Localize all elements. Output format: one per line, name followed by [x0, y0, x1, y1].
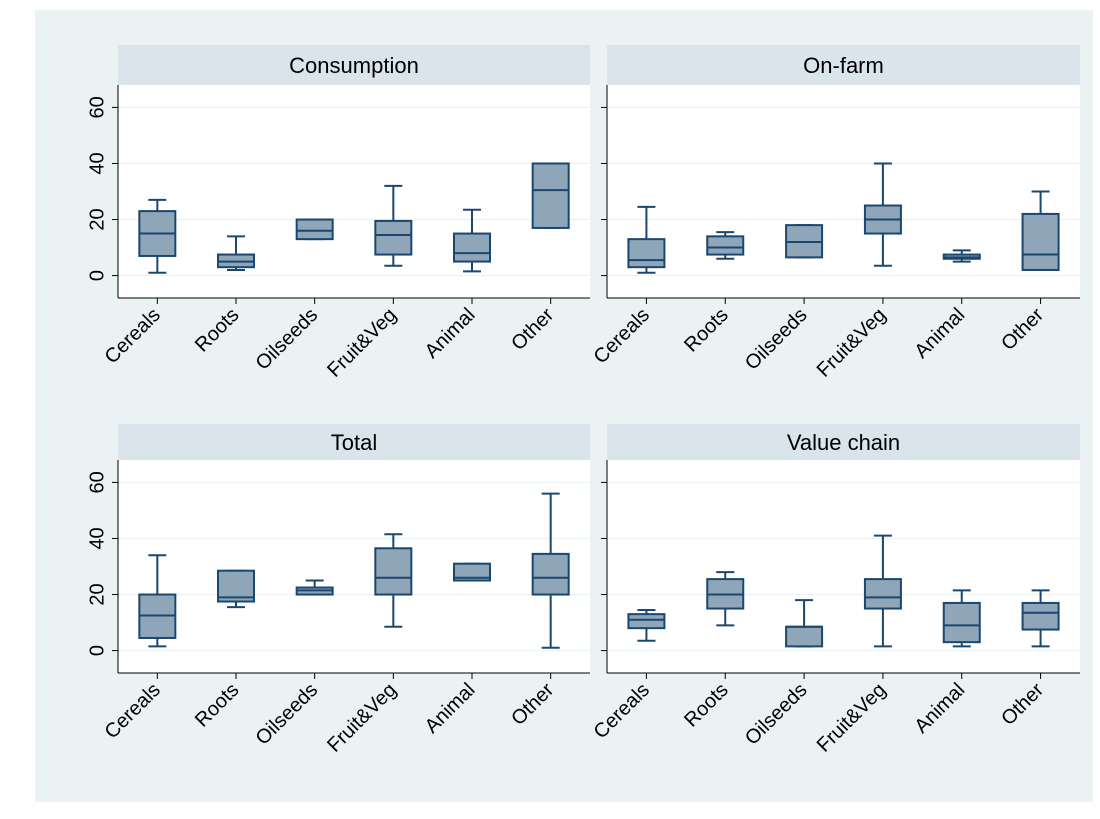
box-oilseeds — [785, 599, 824, 648]
plot-area — [118, 85, 590, 298]
box-iqr — [627, 613, 666, 630]
y-tick-label: 40 — [86, 152, 108, 174]
box-animal — [453, 562, 491, 582]
panel-title: Total — [331, 430, 377, 455]
box-other — [1021, 589, 1060, 648]
box-fruit-veg — [863, 534, 902, 648]
box-animal — [942, 249, 981, 263]
box-roots — [217, 569, 255, 609]
panel-strip — [607, 45, 1080, 85]
panel-title: Value chain — [787, 430, 900, 455]
panel-title: On-farm — [803, 53, 884, 78]
box-oilseeds — [295, 579, 334, 596]
box-roots — [706, 231, 745, 260]
panel-title: Consumption — [289, 53, 419, 78]
box-iqr — [453, 232, 491, 263]
box-cereals — [138, 554, 177, 648]
box-fruit-veg — [374, 533, 413, 628]
box-iqr — [706, 235, 745, 256]
box-oilseeds — [785, 224, 824, 259]
box-iqr — [1021, 601, 1060, 631]
box-roots — [706, 571, 745, 627]
box-cereals — [138, 198, 177, 274]
y-tick-label: 20 — [86, 583, 108, 605]
box-cereals — [627, 205, 666, 274]
box-oilseeds — [295, 218, 334, 241]
box-iqr — [453, 562, 491, 582]
box-iqr — [1021, 212, 1060, 271]
y-tick-label: 60 — [86, 471, 108, 493]
box-iqr — [531, 162, 570, 229]
box-iqr — [295, 218, 334, 241]
y-tick-label: 20 — [86, 208, 108, 230]
y-tick-label: 0 — [86, 645, 108, 656]
box-iqr — [531, 552, 570, 596]
y-tick-label: 40 — [86, 527, 108, 549]
panel-strip — [118, 424, 590, 460]
box-fruit-veg — [863, 162, 902, 267]
plot-area — [607, 85, 1080, 298]
box-iqr — [785, 625, 824, 648]
panel-strip — [118, 45, 590, 85]
y-tick-label: 0 — [86, 270, 108, 281]
box-iqr — [374, 547, 413, 596]
plot-area — [607, 460, 1080, 673]
box-iqr — [863, 578, 902, 610]
box-iqr — [374, 219, 413, 256]
box-iqr — [627, 238, 666, 269]
plot-area — [118, 460, 590, 673]
box-cereals — [627, 608, 666, 642]
box-fruit-veg — [374, 184, 413, 267]
box-other — [531, 492, 570, 649]
box-animal — [942, 589, 981, 648]
y-tick-label: 60 — [86, 96, 108, 118]
box-roots — [217, 235, 255, 271]
box-iqr — [942, 601, 981, 644]
box-animal — [453, 208, 491, 273]
box-other — [531, 162, 570, 229]
panel-strip — [607, 424, 1080, 460]
box-other — [1021, 190, 1060, 271]
